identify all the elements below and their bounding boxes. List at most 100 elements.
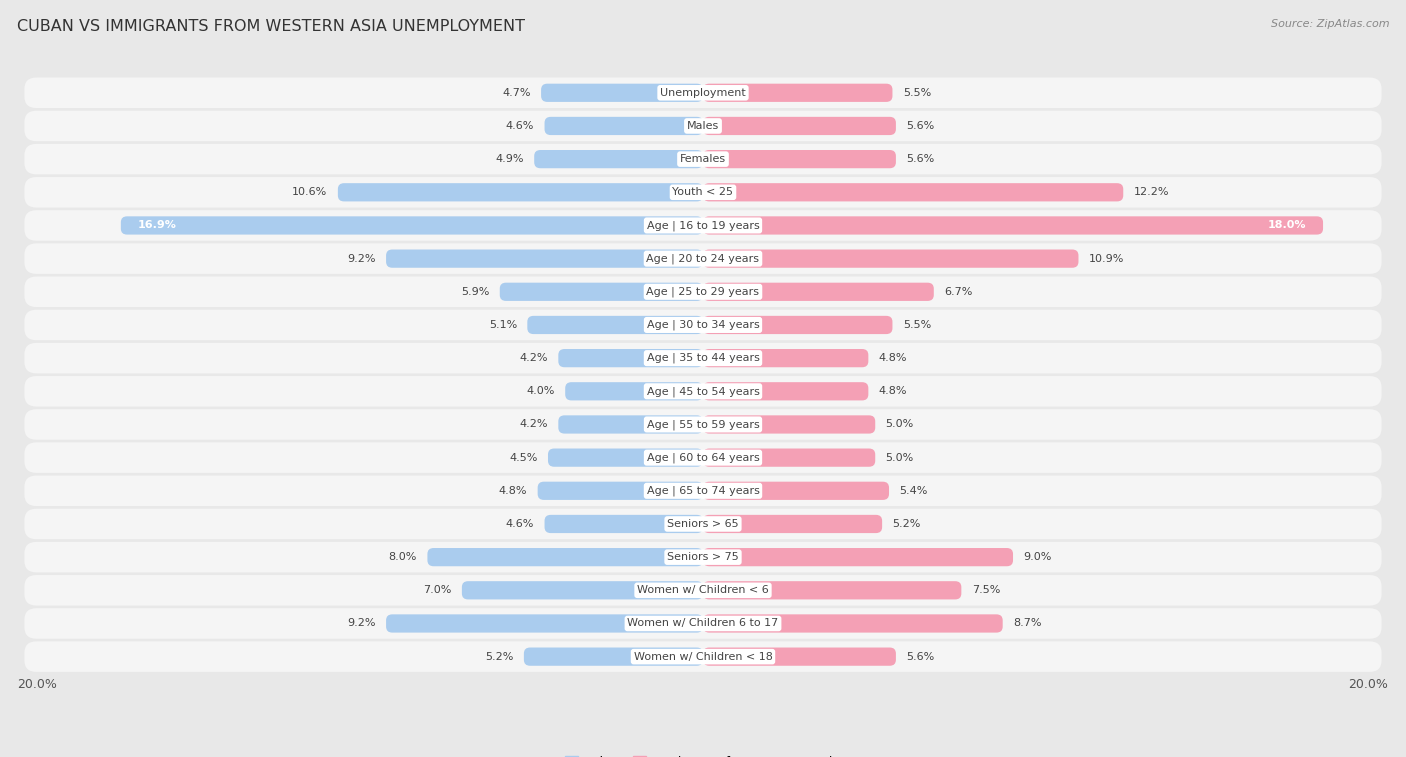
Text: Age | 65 to 74 years: Age | 65 to 74 years (647, 485, 759, 496)
Text: Source: ZipAtlas.com: Source: ZipAtlas.com (1271, 19, 1389, 29)
FancyBboxPatch shape (527, 316, 703, 334)
Text: 4.8%: 4.8% (879, 353, 907, 363)
FancyBboxPatch shape (427, 548, 703, 566)
FancyBboxPatch shape (558, 349, 703, 367)
Text: 20.0%: 20.0% (1348, 678, 1389, 691)
FancyBboxPatch shape (24, 177, 1382, 207)
Text: 5.4%: 5.4% (900, 486, 928, 496)
Text: 5.5%: 5.5% (903, 320, 931, 330)
Text: 7.0%: 7.0% (423, 585, 451, 595)
FancyBboxPatch shape (703, 316, 893, 334)
Text: 8.0%: 8.0% (388, 552, 418, 562)
FancyBboxPatch shape (703, 448, 875, 467)
FancyBboxPatch shape (703, 282, 934, 301)
FancyBboxPatch shape (387, 250, 703, 268)
Text: CUBAN VS IMMIGRANTS FROM WESTERN ASIA UNEMPLOYMENT: CUBAN VS IMMIGRANTS FROM WESTERN ASIA UN… (17, 19, 524, 34)
Text: Age | 55 to 59 years: Age | 55 to 59 years (647, 419, 759, 430)
Text: Males: Males (688, 121, 718, 131)
Text: 5.2%: 5.2% (485, 652, 513, 662)
Text: 4.8%: 4.8% (879, 386, 907, 397)
FancyBboxPatch shape (548, 448, 703, 467)
Text: 6.7%: 6.7% (945, 287, 973, 297)
FancyBboxPatch shape (703, 183, 1123, 201)
Text: 9.2%: 9.2% (347, 254, 375, 263)
Text: 16.9%: 16.9% (138, 220, 177, 230)
Text: Women w/ Children < 18: Women w/ Children < 18 (634, 652, 772, 662)
Text: Age | 60 to 64 years: Age | 60 to 64 years (647, 453, 759, 463)
Text: 5.6%: 5.6% (907, 154, 935, 164)
Text: 18.0%: 18.0% (1267, 220, 1306, 230)
FancyBboxPatch shape (24, 111, 1382, 142)
Text: 5.9%: 5.9% (461, 287, 489, 297)
FancyBboxPatch shape (524, 647, 703, 665)
Text: 9.0%: 9.0% (1024, 552, 1052, 562)
FancyBboxPatch shape (24, 210, 1382, 241)
Text: 5.5%: 5.5% (903, 88, 931, 98)
FancyBboxPatch shape (541, 84, 703, 102)
Text: 7.5%: 7.5% (972, 585, 1000, 595)
FancyBboxPatch shape (565, 382, 703, 400)
Text: Females: Females (681, 154, 725, 164)
FancyBboxPatch shape (703, 515, 882, 533)
FancyBboxPatch shape (537, 481, 703, 500)
Text: 4.8%: 4.8% (499, 486, 527, 496)
Text: Women w/ Children < 6: Women w/ Children < 6 (637, 585, 769, 595)
FancyBboxPatch shape (24, 641, 1382, 672)
FancyBboxPatch shape (24, 77, 1382, 108)
Text: 4.7%: 4.7% (502, 88, 531, 98)
Text: 12.2%: 12.2% (1133, 187, 1168, 198)
Text: 8.7%: 8.7% (1012, 618, 1042, 628)
Text: 10.9%: 10.9% (1088, 254, 1125, 263)
FancyBboxPatch shape (534, 150, 703, 168)
Text: 5.0%: 5.0% (886, 419, 914, 429)
Text: Age | 16 to 19 years: Age | 16 to 19 years (647, 220, 759, 231)
Text: 4.6%: 4.6% (506, 121, 534, 131)
FancyBboxPatch shape (703, 382, 869, 400)
FancyBboxPatch shape (499, 282, 703, 301)
Text: 4.6%: 4.6% (506, 519, 534, 529)
Text: 5.2%: 5.2% (893, 519, 921, 529)
Text: Unemployment: Unemployment (661, 88, 745, 98)
FancyBboxPatch shape (24, 310, 1382, 340)
Text: 4.2%: 4.2% (519, 353, 548, 363)
FancyBboxPatch shape (337, 183, 703, 201)
FancyBboxPatch shape (703, 250, 1078, 268)
FancyBboxPatch shape (703, 217, 1323, 235)
FancyBboxPatch shape (24, 608, 1382, 639)
Text: Age | 20 to 24 years: Age | 20 to 24 years (647, 254, 759, 264)
FancyBboxPatch shape (703, 349, 869, 367)
FancyBboxPatch shape (24, 243, 1382, 274)
FancyBboxPatch shape (544, 515, 703, 533)
FancyBboxPatch shape (558, 416, 703, 434)
FancyBboxPatch shape (703, 416, 875, 434)
Text: Seniors > 65: Seniors > 65 (668, 519, 738, 529)
Text: 4.2%: 4.2% (519, 419, 548, 429)
Text: 4.0%: 4.0% (526, 386, 555, 397)
FancyBboxPatch shape (24, 475, 1382, 506)
Text: 5.1%: 5.1% (489, 320, 517, 330)
Text: 5.6%: 5.6% (907, 121, 935, 131)
Text: 5.0%: 5.0% (886, 453, 914, 463)
FancyBboxPatch shape (24, 509, 1382, 539)
FancyBboxPatch shape (703, 615, 1002, 633)
FancyBboxPatch shape (544, 117, 703, 135)
FancyBboxPatch shape (24, 376, 1382, 407)
FancyBboxPatch shape (387, 615, 703, 633)
Text: 9.2%: 9.2% (347, 618, 375, 628)
FancyBboxPatch shape (703, 84, 893, 102)
Text: 5.6%: 5.6% (907, 652, 935, 662)
FancyBboxPatch shape (24, 410, 1382, 440)
Text: Women w/ Children 6 to 17: Women w/ Children 6 to 17 (627, 618, 779, 628)
Text: Age | 30 to 34 years: Age | 30 to 34 years (647, 319, 759, 330)
Text: 4.9%: 4.9% (495, 154, 524, 164)
Legend: Cuban, Immigrants from Western Asia: Cuban, Immigrants from Western Asia (561, 751, 845, 757)
Text: Age | 45 to 54 years: Age | 45 to 54 years (647, 386, 759, 397)
Text: 4.5%: 4.5% (509, 453, 537, 463)
FancyBboxPatch shape (703, 481, 889, 500)
FancyBboxPatch shape (703, 581, 962, 600)
Text: Seniors > 75: Seniors > 75 (666, 552, 740, 562)
FancyBboxPatch shape (703, 150, 896, 168)
FancyBboxPatch shape (461, 581, 703, 600)
FancyBboxPatch shape (24, 343, 1382, 373)
FancyBboxPatch shape (24, 276, 1382, 307)
